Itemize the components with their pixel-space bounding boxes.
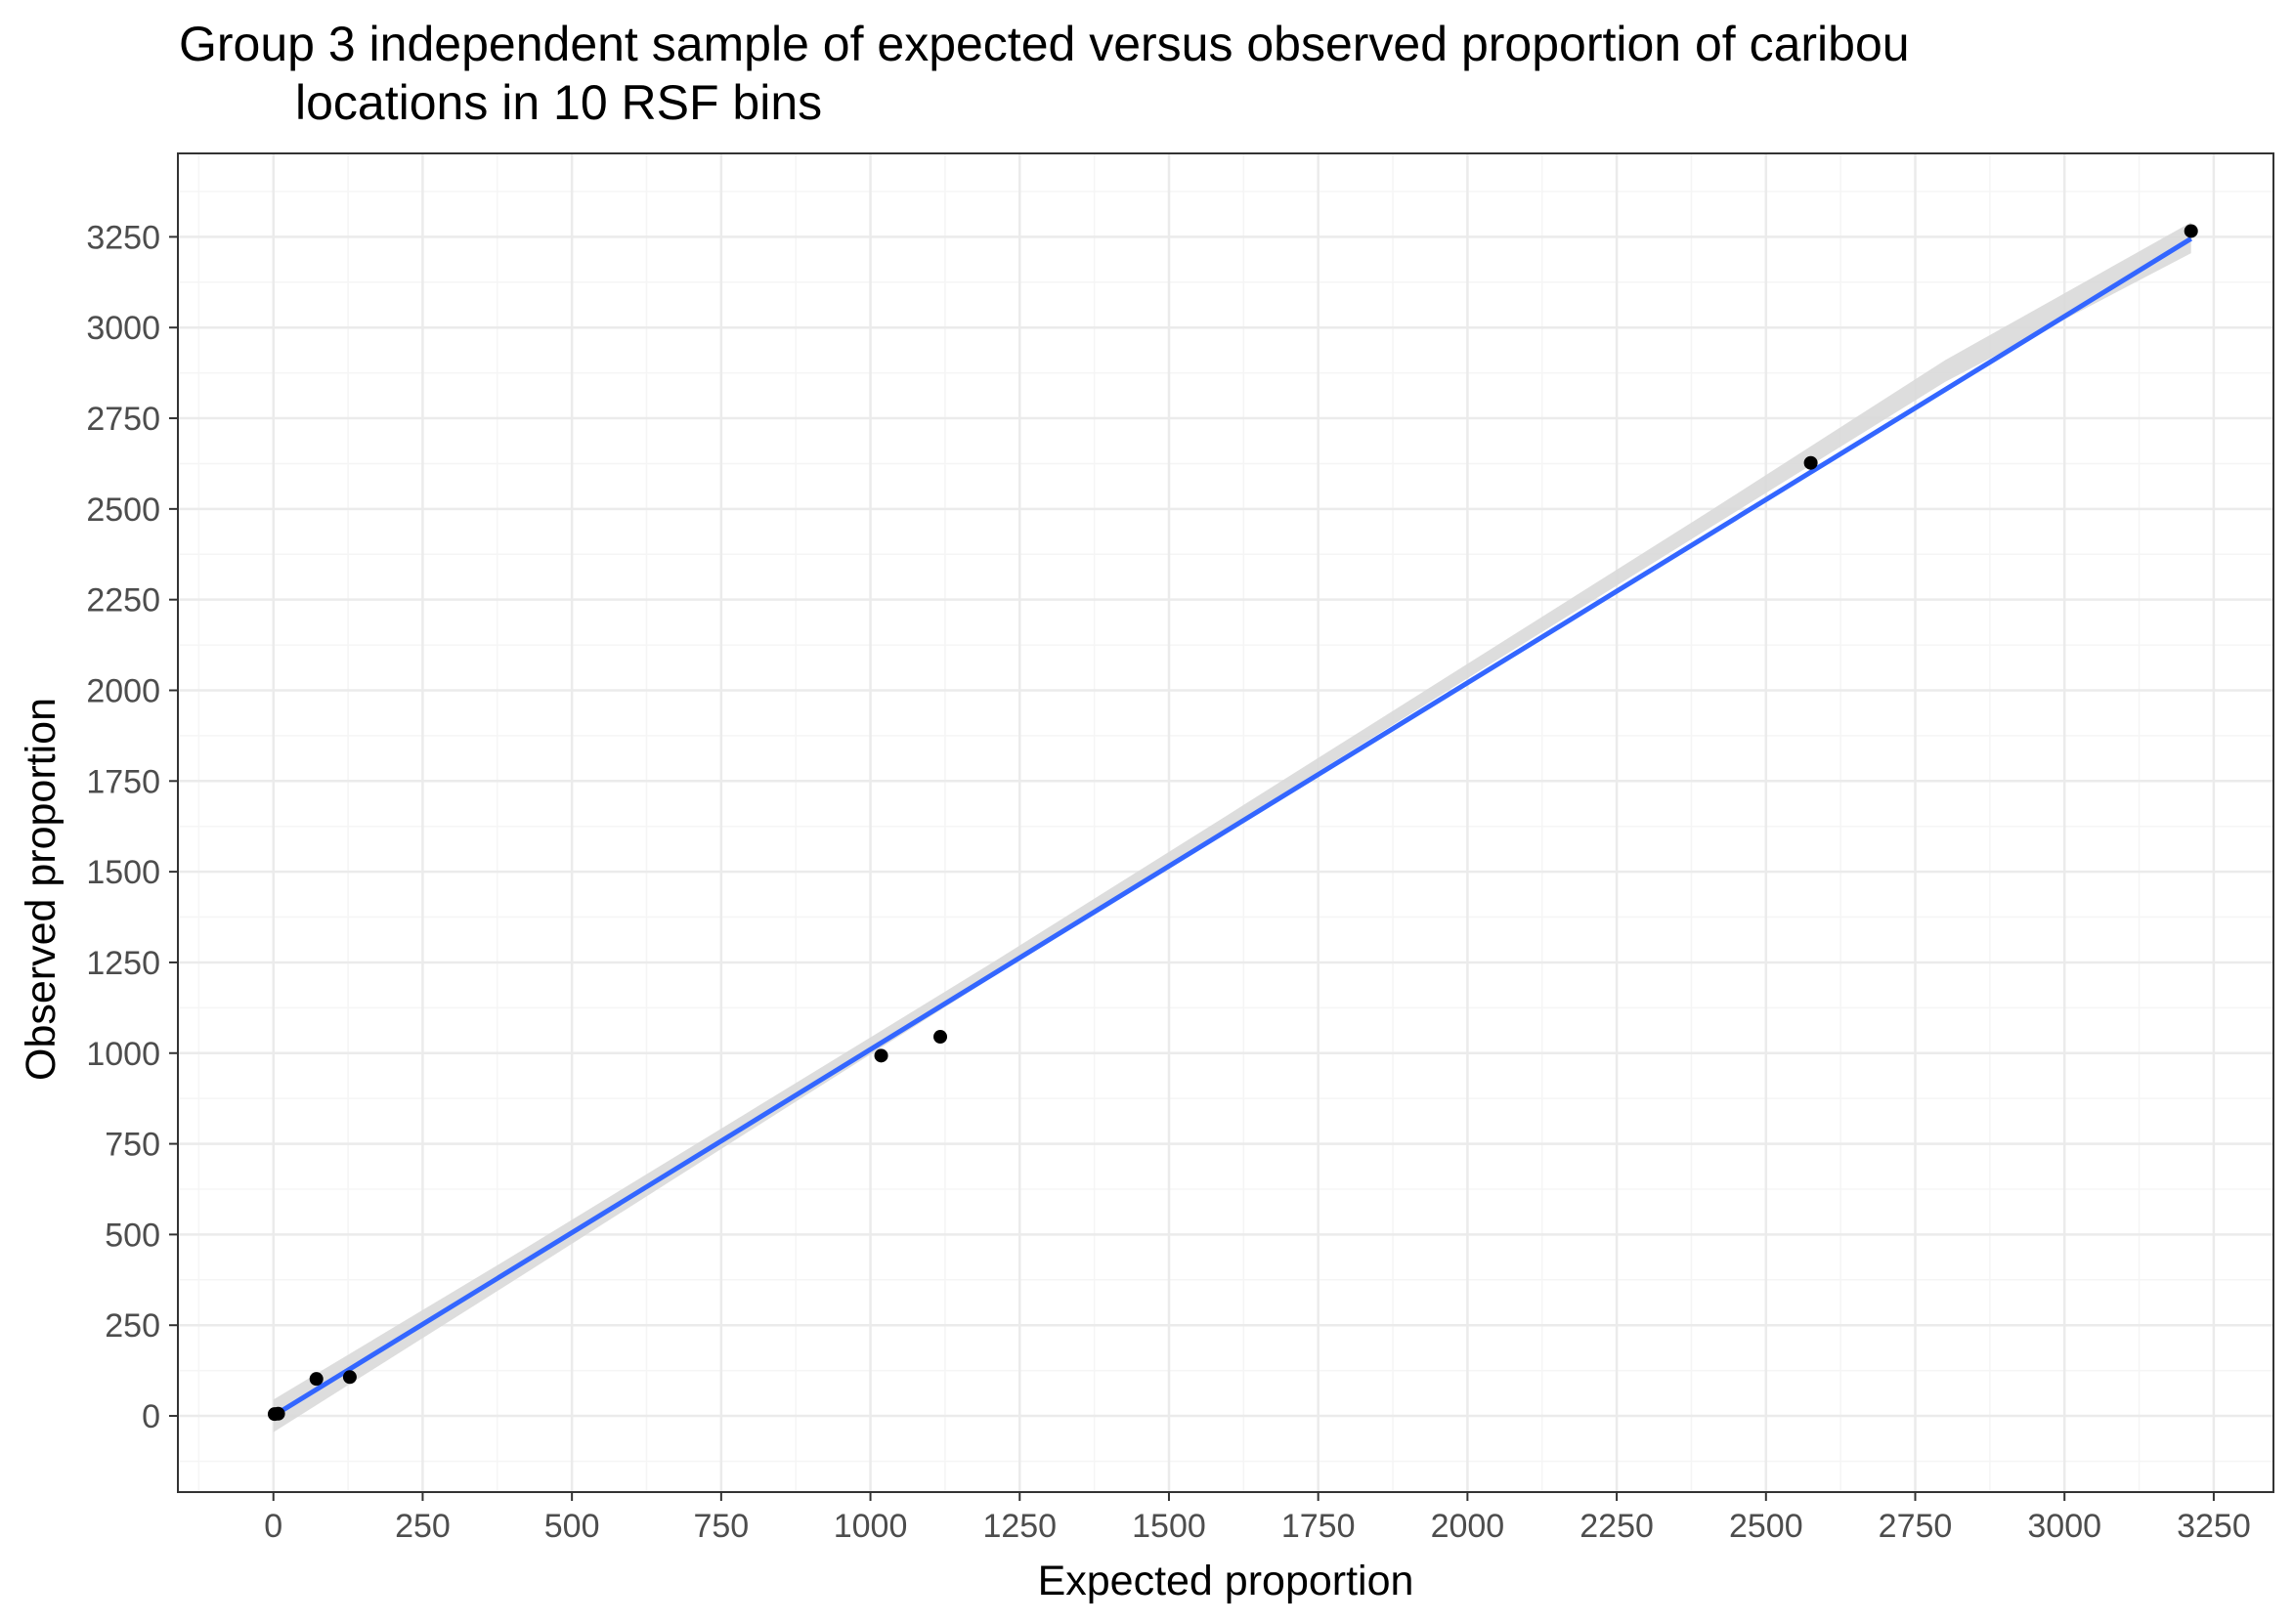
data-point-8 [2184, 224, 2198, 238]
y-tick-label: 2500 [86, 491, 160, 529]
y-axis-ticks: 0 250 500 750 1000 1250 1500 1750 2000 2250 2500 27… [86, 219, 178, 1435]
y-tick-label: 2750 [86, 401, 160, 438]
x-axis-title: Expected proportion [1038, 1558, 1414, 1604]
x-tick-label: 1250 [982, 1508, 1057, 1545]
x-tick-label: 3250 [2177, 1508, 2251, 1545]
y-tick-label: 3000 [86, 310, 160, 347]
x-tick-label: 2250 [1579, 1508, 1654, 1545]
x-tick-label: 3000 [2027, 1508, 2101, 1545]
y-tick-label: 0 [142, 1398, 160, 1435]
data-point-7 [1803, 455, 1818, 470]
y-tick-label: 500 [105, 1217, 160, 1254]
x-tick-label: 250 [395, 1508, 451, 1545]
y-tick-label: 1000 [86, 1036, 160, 1073]
y-tick-label: 2000 [86, 672, 160, 709]
chart-title-line-2: locations in 10 RSF bins [295, 75, 822, 130]
x-tick-label: 1000 [834, 1508, 908, 1545]
data-point-6 [933, 1030, 948, 1045]
regression-line [272, 236, 2193, 1419]
x-tick-label: 2750 [1879, 1508, 1953, 1545]
fit-line [272, 236, 2193, 1419]
confidence-band-area [273, 222, 2191, 1432]
data-point-4 [342, 1370, 357, 1385]
x-tick-label: 1500 [1132, 1508, 1206, 1545]
x-tick-label: 750 [693, 1508, 749, 1545]
panel-border [177, 152, 2274, 1493]
y-axis-title: Observed proportion [18, 698, 65, 1081]
data-point-5 [874, 1048, 888, 1063]
x-axis-ticks: 0 250 500 750 1000 1250 1500 1750 2000 2250 2500 27… [264, 1492, 2251, 1545]
x-tick-label: 0 [264, 1508, 282, 1545]
y-tick-label: 1750 [86, 763, 160, 800]
data-points [267, 224, 2198, 1422]
data-point-3 [309, 1372, 324, 1387]
x-tick-label: 500 [544, 1508, 600, 1545]
y-tick-label: 750 [105, 1127, 160, 1164]
data-point-2 [271, 1406, 285, 1421]
y-tick-label: 250 [105, 1307, 160, 1345]
y-tick-label: 1500 [86, 854, 160, 891]
y-tick-label: 2250 [86, 582, 160, 620]
chart-title-line-1: Group 3 independent sample of expected v… [179, 17, 1910, 71]
x-tick-label: 2500 [1729, 1508, 1803, 1545]
confidence-band [273, 222, 2191, 1432]
x-tick-label: 2000 [1431, 1508, 1505, 1545]
x-tick-label: 1750 [1281, 1508, 1356, 1545]
y-tick-label: 1250 [86, 945, 160, 982]
y-tick-label: 3250 [86, 219, 160, 256]
